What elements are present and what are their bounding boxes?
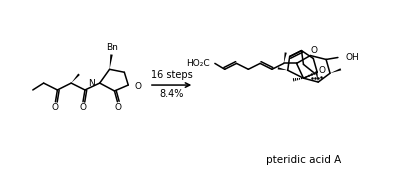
Polygon shape bbox=[314, 71, 318, 82]
Polygon shape bbox=[277, 67, 287, 70]
Polygon shape bbox=[329, 68, 340, 73]
Text: O: O bbox=[310, 46, 317, 55]
Text: pteridic acid A: pteridic acid A bbox=[265, 155, 340, 165]
Text: HO₂C: HO₂C bbox=[186, 59, 209, 68]
Text: 8.4%: 8.4% bbox=[159, 89, 183, 99]
Polygon shape bbox=[71, 74, 80, 83]
Text: OH: OH bbox=[345, 53, 358, 62]
Polygon shape bbox=[283, 52, 286, 63]
Text: O: O bbox=[134, 81, 141, 90]
Text: O: O bbox=[318, 66, 325, 75]
Text: Bn: Bn bbox=[106, 43, 118, 52]
Text: O: O bbox=[52, 103, 59, 112]
Text: O: O bbox=[115, 103, 121, 112]
Polygon shape bbox=[109, 54, 112, 69]
Text: N: N bbox=[88, 78, 95, 88]
Text: 16 steps: 16 steps bbox=[150, 70, 192, 80]
Text: O: O bbox=[79, 103, 86, 112]
